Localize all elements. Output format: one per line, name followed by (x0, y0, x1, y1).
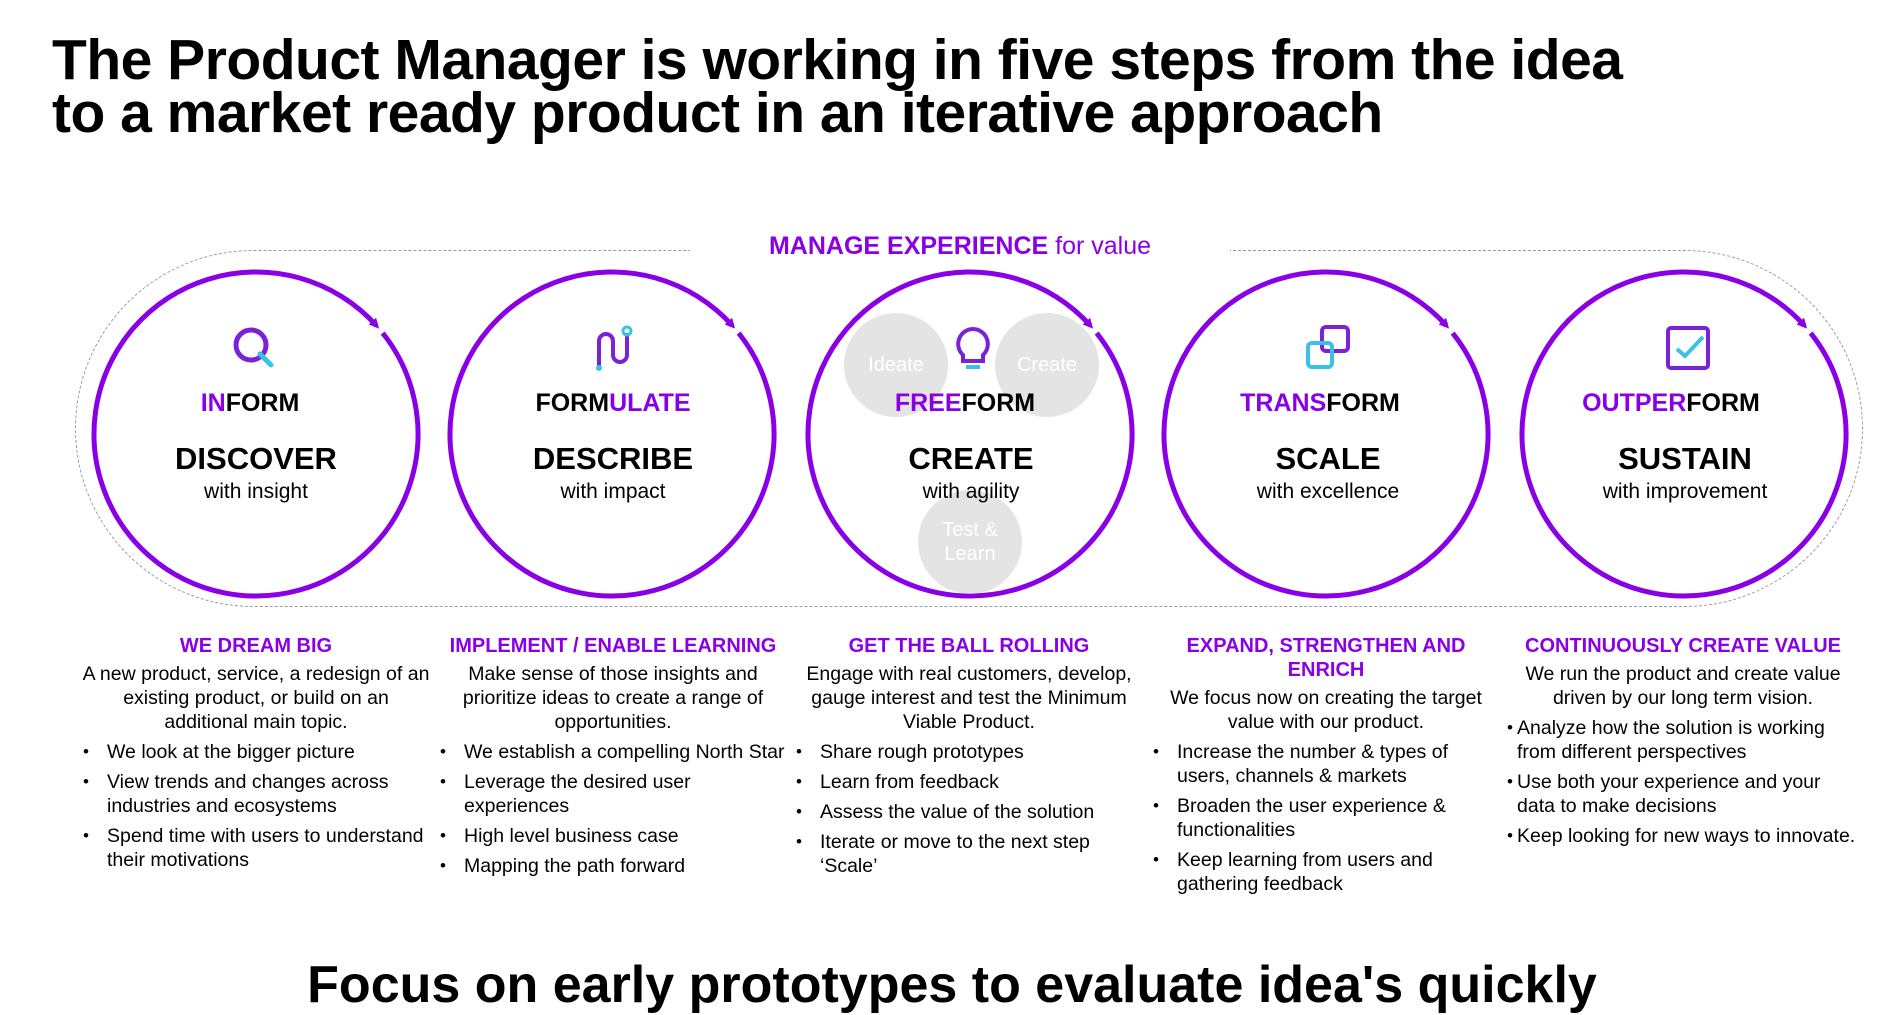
ideate-bubble: Ideate (844, 313, 948, 417)
list-item: We look at the bigger picture (80, 740, 432, 764)
step-4-prefix: TRANSFORM (1240, 389, 1400, 417)
checkbox-icon (1666, 326, 1710, 370)
list-item: Keep learning from users and gathering f… (1150, 848, 1502, 896)
step-3-desc: Engage with real customers, develop, gau… (806, 663, 1132, 733)
step-2-sub: with impact (560, 480, 666, 503)
step-5-bullets: Analyze how the solution is working from… (1507, 716, 1859, 848)
title-line-1: The Product Manager is working in five s… (52, 28, 1623, 92)
list-item: Iterate or move to the next step ‘Scale’ (793, 830, 1145, 878)
step-3-sub: with agility (922, 480, 1020, 503)
transform-squares-icon (1306, 325, 1350, 369)
list-item: Keep looking for new ways to innovate. (1507, 824, 1859, 848)
step-1-heading: WE DREAM BIG (179, 635, 333, 657)
step-5-prefix: OUTPERFORM (1582, 389, 1760, 417)
step-2-description: IMPLEMENT / ENABLE LEARNING Make sense o… (437, 634, 789, 884)
step-4-bullets: Increase the number & types of users, ch… (1150, 740, 1502, 896)
step-4-heading: EXPAND, STRENGTHEN AND ENRICH (1186, 635, 1466, 681)
magnifier-icon (233, 327, 274, 368)
create-bubble: Create (995, 313, 1099, 417)
list-item: Share rough prototypes (793, 740, 1145, 764)
list-item: Analyze how the solution is working from… (1507, 716, 1859, 764)
step-5-description: CONTINUOUSLY CREATE VALUE We run the pro… (1507, 634, 1859, 854)
lightbulb-icon (956, 326, 990, 369)
step-4-sub: with excellence (1256, 480, 1400, 503)
manage-experience-label: MANAGE EXPERIENCE for value (768, 232, 1152, 260)
step-2-desc: Make sense of those insights and priorit… (462, 663, 764, 733)
step-2-bullets: We establish a compelling North Star Lev… (437, 740, 789, 878)
list-item: View trends and changes across industrie… (80, 770, 432, 818)
step-4-description: EXPAND, STRENGTHEN AND ENRICH We focus n… (1150, 634, 1502, 902)
step-4-verb: SCALE (1275, 441, 1381, 476)
step-1-sub: with insight (204, 480, 308, 503)
step-2-prefix: FORMULATE (535, 389, 691, 417)
list-item: Spend time with users to understand thei… (80, 824, 432, 872)
list-item: We establish a compelling North Star (437, 740, 789, 764)
list-item: Use both your experience and your data t… (1507, 770, 1859, 818)
footer-statement: Focus on early prototypes to evaluate id… (307, 956, 1597, 1014)
list-item: Assess the value of the solution (793, 800, 1145, 824)
step-1-verb: DISCOVER (175, 441, 337, 476)
step-3-prefix: FREEFORM (894, 389, 1036, 417)
step-1-desc: A new product, service, a redesign of an… (82, 663, 430, 733)
test-learn-bubble: Test & Learn (918, 490, 1022, 594)
list-item: High level business case (437, 824, 789, 848)
step-3-verb: CREATE (908, 441, 1034, 476)
step-2-heading: IMPLEMENT / ENABLE LEARNING (449, 635, 777, 657)
step-5-heading: CONTINUOUSLY CREATE VALUE (1525, 635, 1841, 657)
step-1-prefix: INFORM (200, 389, 300, 417)
title-line-2: to a market ready product in an iterativ… (52, 81, 1383, 145)
step-3-description: GET THE BALL ROLLING Engage with real cu… (793, 634, 1145, 884)
step-1-description: WE DREAM BIG A new product, service, a r… (80, 634, 432, 878)
step-3-heading: GET THE BALL ROLLING (848, 635, 1090, 657)
step-1-bullets: We look at the bigger picture View trend… (80, 740, 432, 872)
list-item: Broaden the user experience & functional… (1150, 794, 1502, 842)
step-3-bullets: Share rough prototypes Learn from feedba… (793, 740, 1145, 878)
path-icon (596, 325, 633, 371)
list-item: Mapping the path forward (437, 854, 789, 878)
step-5-verb: SUSTAIN (1618, 441, 1752, 476)
list-item: Leverage the desired user experiences (437, 770, 789, 818)
step-5-desc: We run the product and create value driv… (1525, 663, 1841, 709)
step-5-sub: with improvement (1602, 480, 1768, 503)
list-item: Learn from feedback (793, 770, 1145, 794)
step-4-desc: We focus now on creating the target valu… (1170, 687, 1482, 733)
step-2-verb: DESCRIBE (532, 441, 694, 476)
page-title: The Product Manager is working in five s… (52, 28, 1872, 145)
list-item: Increase the number & types of users, ch… (1150, 740, 1502, 788)
